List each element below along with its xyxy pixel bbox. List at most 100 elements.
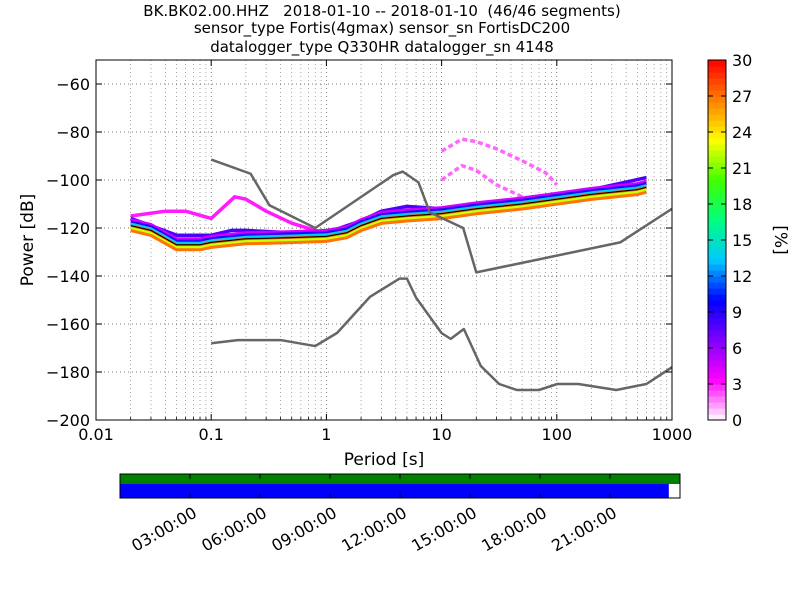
colorbar-segment xyxy=(708,390,726,397)
colorbar-segment xyxy=(708,90,726,97)
chart-title-line-1: BK.BK02.00.HHZ 2018-01-10 -- 2018-01-10 … xyxy=(143,2,621,20)
colorbar-segment xyxy=(708,258,726,265)
colorbar-segment xyxy=(708,372,726,379)
coverage-bar-bottom xyxy=(120,484,669,498)
x-tick-label: 10 xyxy=(431,425,451,444)
time-tick-label: 15:00:00 xyxy=(408,503,480,555)
colorbar-segment xyxy=(708,174,726,181)
colorbar-tick-label: 30 xyxy=(732,51,752,70)
chart-title-line-3: datalogger_type Q330HR datalogger_sn 414… xyxy=(210,38,554,56)
colorbar-segment xyxy=(708,402,726,409)
colorbar-tick-label: 6 xyxy=(732,339,742,358)
colorbar: 0 3 6 9 12 15 18 21 24 27 30 [%] xyxy=(707,51,790,430)
psd-band-dominant xyxy=(130,181,647,243)
colorbar-tick-label: 9 xyxy=(732,303,742,322)
psd-mean-line xyxy=(130,186,647,246)
psd-band-microseism-upper xyxy=(130,195,328,237)
y-tick-label: −60 xyxy=(56,75,90,94)
colorbar-segment xyxy=(708,306,726,313)
noise-model-low xyxy=(211,277,672,392)
colorbar-segment xyxy=(708,216,726,223)
colorbar-segment xyxy=(708,246,726,253)
colorbar-segment xyxy=(708,108,726,115)
colorbar-segment xyxy=(708,300,726,307)
noise-models xyxy=(210,158,672,392)
time-tick-label: 09:00:00 xyxy=(268,503,340,555)
colorbar-segment xyxy=(708,264,726,271)
psd-band-long-period-tail-2 xyxy=(440,163,523,199)
colorbar-tick-label: 18 xyxy=(732,195,752,214)
x-axis-label: Period [s] xyxy=(344,450,425,470)
colorbar-segment xyxy=(708,102,726,109)
plot-frame xyxy=(95,59,673,421)
colorbar-segment xyxy=(708,138,726,145)
noise-model-high xyxy=(210,158,672,274)
x-tick-label: 1000 xyxy=(652,425,693,444)
colorbar-segment xyxy=(708,84,726,91)
x-tick-label: 0.1 xyxy=(198,425,223,444)
y-tick-label: −80 xyxy=(56,123,90,142)
colorbar-segment xyxy=(708,120,726,127)
colorbar-tick-label: 0 xyxy=(732,411,742,430)
colorbar-segment xyxy=(708,162,726,169)
x-tick-label: 100 xyxy=(542,425,573,444)
psd-band-dominant xyxy=(130,184,647,245)
colorbar-segment xyxy=(708,234,726,241)
colorbar-tick-label: 12 xyxy=(732,267,752,286)
colorbar-tick-label: 24 xyxy=(732,123,752,142)
colorbar-segment xyxy=(708,156,726,163)
colorbar-segment xyxy=(708,312,726,319)
colorbar-segment xyxy=(708,324,726,331)
psd-density xyxy=(130,137,647,252)
colorbar-segment xyxy=(708,336,726,343)
colorbar-segment xyxy=(708,204,726,211)
y-axis-label: Power [dB] xyxy=(18,194,38,287)
colorbar-segment xyxy=(708,270,726,277)
chart-title-line-2: sensor_type Fortis(4gmax) sensor_sn Fort… xyxy=(193,19,571,37)
colorbar-segment xyxy=(708,66,726,73)
colorbar-segment xyxy=(708,348,726,355)
y-tick-label: −140 xyxy=(46,267,90,286)
colorbar-label: [%] xyxy=(770,225,790,254)
colorbar-segment xyxy=(708,276,726,283)
colorbar-tick-label: 15 xyxy=(732,231,752,250)
colorbar-segment xyxy=(708,240,726,247)
y-tick-label: −180 xyxy=(46,363,90,382)
colorbar-segment xyxy=(708,192,726,199)
time-coverage-bar: 03:00:0006:00:0009:00:0012:00:0015:00:00… xyxy=(119,473,681,555)
colorbar-segment xyxy=(708,222,726,229)
x-tick-label: 0.01 xyxy=(78,425,114,444)
psd-band-dominant xyxy=(130,179,647,241)
colorbar-segment xyxy=(708,342,726,349)
psd-band-long-period-tail xyxy=(440,137,559,186)
colorbar-segment xyxy=(708,318,726,325)
colorbar-segment xyxy=(708,384,726,391)
colorbar-segment xyxy=(708,288,726,295)
colorbar-segment xyxy=(708,294,726,301)
time-tick-label: 12:00:00 xyxy=(338,503,410,555)
colorbar-segment xyxy=(708,282,726,289)
colorbar-tick-label: 27 xyxy=(732,87,752,106)
time-tick-label: 06:00:00 xyxy=(198,503,270,555)
colorbar-segment xyxy=(708,144,726,151)
time-tick-label: 21:00:00 xyxy=(548,503,620,555)
colorbar-segment xyxy=(708,414,726,421)
colorbar-segment xyxy=(708,72,726,79)
time-tick-label: 03:00:00 xyxy=(128,503,200,555)
colorbar-segment xyxy=(708,366,726,373)
colorbar-segment xyxy=(708,150,726,157)
colorbar-tick-label: 3 xyxy=(732,375,742,394)
psd-band-dominant xyxy=(130,188,647,250)
colorbar-segment xyxy=(708,114,726,121)
colorbar-segment xyxy=(708,396,726,403)
y-tick-label: −120 xyxy=(46,219,90,238)
x-tick-label: 1 xyxy=(321,425,331,444)
y-tick-label: −160 xyxy=(46,315,90,334)
colorbar-segment xyxy=(708,198,726,205)
grid xyxy=(96,60,672,420)
colorbar-segment xyxy=(708,126,726,133)
colorbar-segment xyxy=(708,330,726,337)
colorbar-segment xyxy=(708,186,726,193)
colorbar-segment xyxy=(708,378,726,385)
